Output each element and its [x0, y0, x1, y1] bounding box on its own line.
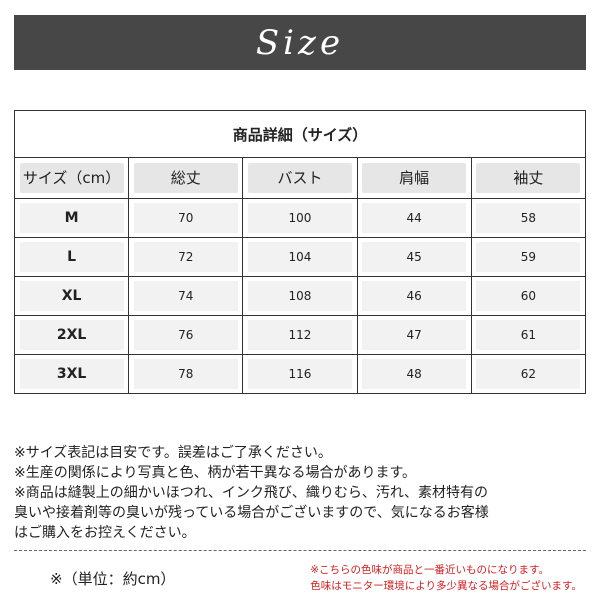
header-label: 肩幅 [362, 163, 467, 193]
cell: 70 [128, 198, 244, 238]
cell: 100 [242, 198, 358, 238]
cell: 3XL [13, 354, 130, 394]
header-cell: 総丈 [128, 157, 244, 199]
cell: 62 [470, 354, 587, 394]
cell-value: 2XL [19, 320, 124, 350]
header-label: 総丈 [133, 163, 238, 193]
note-line: ※商品は縫製上の細かいほつれ、インク飛び、織りむら、汚れ、素材特有の [14, 485, 489, 501]
cell: 74 [128, 276, 244, 316]
notes: ※サイズ表記は目安です。誤差はご了承ください。 ※生産の関係により写真と色、柄が若… [14, 443, 489, 543]
cell-value: 48 [362, 359, 467, 389]
cell-value: 100 [247, 203, 353, 233]
cell: 76 [128, 315, 244, 355]
data-row: 3XL 78 116 48 62 [13, 354, 587, 394]
cell-value: 47 [362, 320, 467, 350]
cell-value: 3XL [19, 359, 124, 389]
unit-note: ※（単位：約cm） [50, 570, 176, 588]
cell-value: 112 [247, 320, 353, 350]
table-title: 商品詳細（サイズ） [14, 110, 586, 158]
divider [14, 550, 586, 551]
data-row: L 72 104 45 59 [13, 237, 587, 277]
cell-value: 62 [476, 359, 581, 389]
note-line: 臭いや接着剤等の臭いが残っている場合がございますので、気になるお客様 [14, 505, 489, 521]
note-line: ※サイズ表記は目安です。誤差はご了承ください。 [14, 445, 332, 461]
cell-value: 59 [476, 242, 581, 272]
cell: L [13, 237, 130, 277]
cell-value: 70 [133, 203, 238, 233]
cell-value: 108 [247, 281, 353, 311]
cell-value: 74 [133, 281, 238, 311]
header-cell: 袖丈 [470, 157, 587, 199]
cell: 58 [470, 198, 587, 238]
cell: 108 [242, 276, 358, 316]
header-cell: サイズ（cm） [13, 157, 130, 199]
cell-value: 78 [133, 359, 238, 389]
cell: 48 [356, 354, 472, 394]
note-line: はご購入をお控えください。 [14, 525, 196, 541]
cell: 47 [356, 315, 472, 355]
cell-value: 60 [476, 281, 581, 311]
banner: Size [14, 15, 586, 70]
cell: 60 [470, 276, 587, 316]
color-notes: ※こちらの色味が商品と一番近いものになります。色味はモニター環境により多少異なる… [310, 562, 582, 594]
data-row: 2XL 76 112 47 61 [13, 315, 587, 355]
banner-title: Size [255, 22, 345, 63]
header-row: サイズ（cm） 総丈 バスト 肩幅 袖丈 [13, 157, 587, 199]
cell-value: XL [19, 281, 124, 311]
cell-value: 58 [476, 203, 581, 233]
cell: M [13, 198, 130, 238]
header-label: バスト [247, 163, 353, 193]
header-cell: バスト [242, 157, 358, 199]
cell-value: 76 [133, 320, 238, 350]
color-note: 色味はモニター環境により多少異なる場合がございます。 [310, 580, 582, 592]
cell: 45 [356, 237, 472, 277]
cell-value: M [19, 203, 124, 233]
cell: 59 [470, 237, 587, 277]
note-line: ※生産の関係により写真と色、柄が若干異なる場合があります。 [14, 465, 417, 481]
cell: 72 [128, 237, 244, 277]
cell-value: L [19, 242, 124, 272]
cell-value: 46 [362, 281, 467, 311]
cell: 44 [356, 198, 472, 238]
cell: 104 [242, 237, 358, 277]
cell-value: 72 [133, 242, 238, 272]
cell: 2XL [13, 315, 130, 355]
cell-value: 61 [476, 320, 581, 350]
cell-value: 116 [247, 359, 353, 389]
cell: 46 [356, 276, 472, 316]
header-label: サイズ（cm） [19, 163, 124, 193]
data-row: XL 74 108 46 60 [13, 276, 587, 316]
color-note: ※こちらの色味が商品と一番近いものになります。 [310, 564, 549, 576]
cell-value: 44 [362, 203, 467, 233]
cell: 61 [470, 315, 587, 355]
cell: 78 [128, 354, 244, 394]
header-label: 袖丈 [476, 163, 581, 193]
title-row: 商品詳細（サイズ） [14, 110, 586, 158]
cell: 116 [242, 354, 358, 394]
data-row: M 70 100 44 58 [13, 198, 587, 238]
cell-value: 45 [362, 242, 467, 272]
cell-value: 104 [247, 242, 353, 272]
cell: XL [13, 276, 130, 316]
cell: 112 [242, 315, 358, 355]
header-cell: 肩幅 [356, 157, 472, 199]
size-table: 商品詳細（サイズ） サイズ（cm） 総丈 バスト 肩幅 袖丈 M 70 100 44 58 L 72 10… [13, 110, 587, 394]
